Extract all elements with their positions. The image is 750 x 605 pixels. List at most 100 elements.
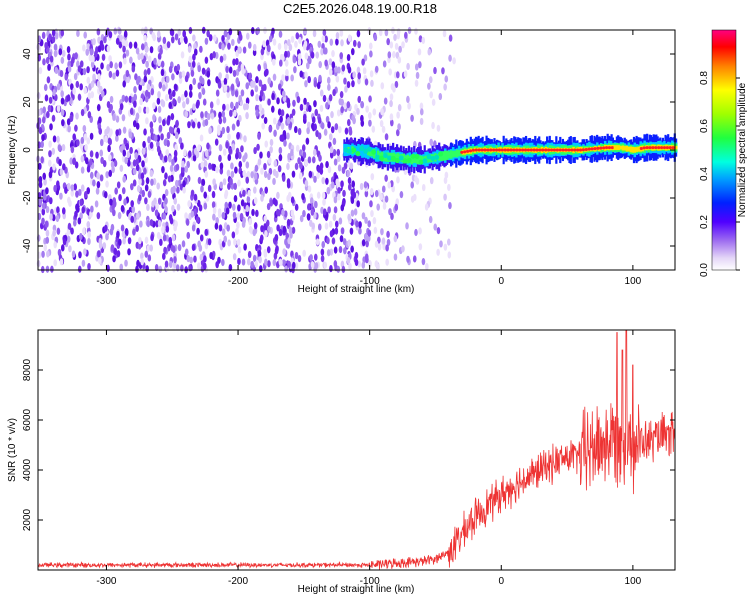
spectrogram-noise-cell — [48, 140, 52, 148]
spectrogram-noise-cell — [109, 103, 113, 112]
spectrogram-signal-peak — [480, 148, 484, 152]
spectrogram-noise-cell — [170, 36, 175, 44]
spectrogram-noise-cell — [228, 263, 233, 272]
spectrogram-noise-cell — [50, 265, 54, 273]
spectrogram-noise-cell — [364, 233, 368, 241]
spectrogram-noise-cell — [70, 227, 74, 235]
spectrogram-noise-cell — [348, 262, 352, 270]
spectrogram-noise-cell — [340, 204, 345, 212]
spectrogram-noise-cell — [146, 67, 151, 75]
spectrogram-noise-cell — [210, 112, 215, 120]
spectrogram-noise-cell — [48, 171, 53, 179]
spectrogram-noise-cell — [361, 261, 366, 269]
spectrogram-noise-cell — [297, 157, 301, 165]
spectrogram-noise-cell — [146, 244, 150, 253]
spectrogram-noise-cell — [181, 160, 185, 168]
spectrogram-noise-cell — [393, 253, 398, 261]
spectrogram-noise-cell — [156, 97, 161, 105]
spectrogram-noise-cell — [122, 126, 127, 134]
spectrogram-noise-cell — [80, 166, 85, 174]
spectrogram-noise-cell — [164, 197, 168, 205]
spectrogram-noise-cell — [192, 103, 196, 111]
spectrogram-noise-cell — [337, 66, 341, 74]
spectrogram-noise-cell — [188, 83, 193, 92]
spectrogram-noise-cell — [124, 156, 128, 165]
spectrogram-signal-peak — [578, 148, 583, 152]
spectrogram-noise-cell — [263, 170, 268, 179]
spectrogram-noise-cell — [162, 179, 167, 187]
spectrogram-noise-cell — [78, 188, 82, 197]
spectrogram-signal-peak — [665, 146, 669, 150]
spectrogram-signal-blob — [426, 154, 432, 160]
spectrogram-noise-cell — [59, 258, 64, 266]
spectrogram-noise-cell — [285, 68, 289, 77]
spectrogram-noise-cell — [124, 39, 129, 48]
spectrogram-noise-cell — [175, 163, 180, 171]
spectrogram-noise-cell — [425, 262, 429, 271]
spectrogram-noise-cell — [80, 136, 85, 145]
spectrogram-noise-cell — [372, 217, 377, 225]
spectrogram-noise-cell — [97, 250, 101, 258]
spectrogram-noise-cell — [317, 223, 322, 231]
spectrogram-noise-cell — [351, 80, 355, 88]
spectrogram-noise-cell — [285, 74, 289, 82]
spectrogram-signal-core — [374, 146, 378, 162]
spectrogram-noise-cell — [358, 227, 362, 235]
spectrogram-noise-cell — [262, 40, 266, 48]
spectrogram-signal-core — [447, 151, 451, 159]
spectrogram-noise-cell — [380, 228, 384, 236]
spectrogram-noise-cell — [388, 208, 392, 216]
spectrogram-noise-cell — [356, 200, 360, 208]
spectrogram-noise-cell — [299, 149, 303, 157]
spectrogram-noise-cell — [404, 31, 408, 39]
spectrogram-noise-cell — [193, 193, 198, 201]
spectrogram-noise-cell — [52, 163, 56, 171]
spectrogram-noise-cell — [276, 191, 280, 200]
spectrogram-noise-cell — [176, 186, 180, 194]
spectrogram-signal-peak — [590, 147, 594, 151]
spectrogram-noise-cell — [137, 106, 142, 114]
spectrogram-noise-cell — [223, 77, 228, 86]
spectrogram-noise-cell — [118, 238, 122, 246]
spectrogram-noise-cell — [340, 227, 345, 235]
spectrogram-noise-cell — [252, 43, 257, 52]
spectrogram-noise-cell — [137, 172, 142, 180]
spectrogram-noise-cell — [414, 63, 419, 71]
spectrogram-signal-blob — [418, 159, 424, 165]
spectrogram-noise-cell — [374, 65, 379, 73]
spectrogram-noise-cell — [56, 104, 61, 113]
spectrogram-noise-cell — [155, 220, 159, 228]
spectrogram-noise-cell — [62, 163, 66, 171]
spectrogram-noise-cell — [237, 46, 241, 54]
spectrogram-noise-cell — [442, 30, 447, 38]
spectrogram-noise-cell — [86, 43, 91, 51]
spectrogram-signal-peak — [532, 148, 536, 152]
spectrogram-noise-cell — [227, 42, 231, 50]
spectrogram-noise-cell — [290, 74, 294, 82]
spectrogram-noise-cell — [255, 94, 259, 102]
spectrogram-ytick-label: -40 — [22, 238, 33, 253]
spectrogram-noise-cell — [89, 150, 94, 158]
spectrogram-noise-cell — [79, 232, 83, 241]
spectrogram-noise-cell — [125, 49, 130, 57]
spectrogram-noise-cell — [128, 95, 133, 103]
spectrogram-noise-cell — [157, 90, 161, 99]
spectrogram-noise-cell — [163, 155, 168, 163]
spectrogram-signal-peak — [544, 148, 548, 152]
spectrogram-signal-blob — [351, 147, 357, 153]
spectrogram-noise-cell — [390, 212, 394, 220]
spectrogram-signal-core — [453, 150, 457, 158]
spectrogram-noise-cell — [312, 29, 317, 38]
spectrogram-noise-cell — [176, 203, 181, 211]
snr-ytick-label: 4000 — [22, 458, 33, 481]
spectrogram-noise-cell — [207, 184, 212, 192]
spectrogram-noise-cell — [329, 151, 334, 159]
spectrogram-noise-cell — [253, 172, 258, 180]
spectrogram-noise-cell — [429, 177, 434, 185]
spectrogram-noise-cell — [113, 247, 118, 256]
spectrogram-noise-cell — [370, 79, 374, 87]
spectrogram-noise-cell — [117, 211, 122, 220]
spectrogram-noise-cell — [247, 250, 252, 259]
spectrogram-noise-cell — [339, 91, 344, 99]
spectrogram-noise-cell — [307, 76, 311, 84]
